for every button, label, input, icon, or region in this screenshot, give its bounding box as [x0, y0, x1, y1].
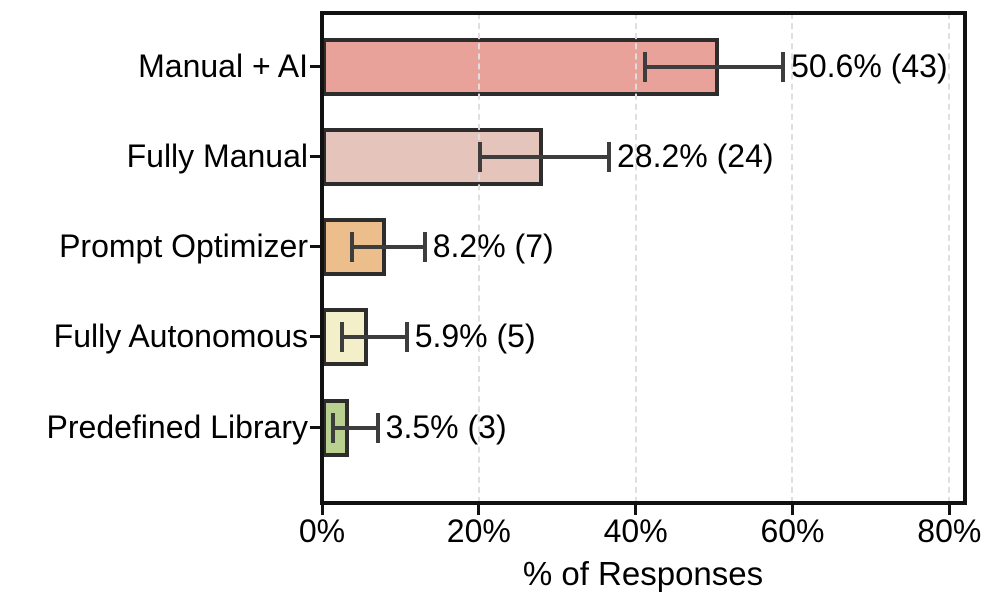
error-bar-cap-high: [781, 52, 786, 83]
error-bar-cap-low: [349, 232, 354, 263]
error-bar-cap-low: [478, 142, 483, 173]
error-bar-cap-high: [422, 232, 427, 263]
category-label-2: Prompt Optimizer: [59, 228, 308, 265]
x-axis-tick: [477, 505, 481, 515]
plot-area: 50.6% (43) 28.2% (24) 8.2% (7) 5.9% (5) 3.5%…: [310, 11, 967, 515]
bar-value-label: 5.9% (5): [414, 318, 536, 355]
bar-value-label: 28.2% (24): [616, 138, 774, 175]
x-axis-tick: [634, 505, 638, 515]
x-axis-tick: [320, 505, 324, 515]
category-label-0: Manual + AI: [138, 48, 308, 85]
x-tick-label-20%: 20%: [446, 513, 511, 549]
category-label-4: Predefined Library: [46, 409, 308, 446]
error-bar-line: [480, 155, 609, 160]
bar-value-label: 3.5% (3): [385, 409, 507, 446]
gridline-80%: [948, 13, 951, 503]
category-label-3: Fully Autonomous: [53, 318, 308, 355]
error-bar-cap-low: [330, 413, 335, 444]
x-tick-label-40%: 40%: [603, 513, 668, 549]
y-axis-tick: [310, 335, 320, 339]
x-tick-label-80%: 80%: [917, 513, 982, 549]
x-axis-tick: [947, 505, 951, 515]
error-bar-cap-high: [375, 413, 380, 444]
bar-value-label: 50.6% (43): [791, 48, 948, 85]
error-bar-cap-low: [643, 52, 648, 83]
x-axis-title: % of Responses: [522, 555, 764, 592]
error-bar-cap-low: [339, 322, 344, 353]
error-bar-cap-high: [606, 142, 611, 173]
x-axis-tick: [790, 505, 794, 515]
x-tick-label-60%: 60%: [760, 513, 825, 549]
error-bar-cap-high: [404, 322, 409, 353]
x-tick-label-0%: 0%: [298, 513, 346, 549]
error-bar-line: [341, 335, 407, 340]
gridline-40%: [634, 13, 637, 503]
y-axis-tick: [310, 426, 320, 430]
y-axis-tick: [310, 245, 320, 249]
error-bar-line: [645, 65, 784, 70]
gridline-20%: [477, 13, 480, 503]
y-axis-tick: [310, 155, 320, 159]
y-axis-tick: [310, 65, 320, 69]
error-bar-line: [351, 245, 425, 250]
gridline-60%: [791, 13, 794, 503]
bar-value-label: 8.2% (7): [432, 228, 554, 265]
category-label-1: Fully Manual: [126, 138, 308, 175]
error-bar-line: [332, 426, 378, 431]
